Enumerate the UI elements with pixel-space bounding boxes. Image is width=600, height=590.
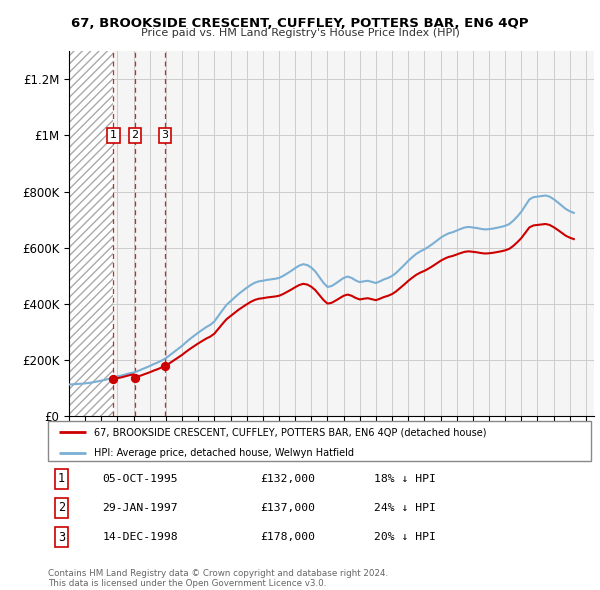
Text: 3: 3 bbox=[161, 130, 169, 140]
Text: 24% ↓ HPI: 24% ↓ HPI bbox=[374, 503, 436, 513]
FancyBboxPatch shape bbox=[48, 421, 591, 461]
Text: 67, BROOKSIDE CRESCENT, CUFFLEY, POTTERS BAR, EN6 4QP: 67, BROOKSIDE CRESCENT, CUFFLEY, POTTERS… bbox=[71, 17, 529, 30]
Text: 2: 2 bbox=[131, 130, 139, 140]
Text: 14-DEC-1998: 14-DEC-1998 bbox=[103, 532, 178, 542]
Text: 29-JAN-1997: 29-JAN-1997 bbox=[103, 503, 178, 513]
Text: HPI: Average price, detached house, Welwyn Hatfield: HPI: Average price, detached house, Welw… bbox=[94, 448, 354, 458]
Text: 1: 1 bbox=[58, 473, 65, 486]
Bar bbox=[69, 51, 113, 416]
Text: 18% ↓ HPI: 18% ↓ HPI bbox=[374, 474, 436, 484]
Text: £132,000: £132,000 bbox=[260, 474, 315, 484]
Text: Contains HM Land Registry data © Crown copyright and database right 2024.
This d: Contains HM Land Registry data © Crown c… bbox=[48, 569, 388, 588]
Point bbox=[160, 361, 170, 371]
Text: Price paid vs. HM Land Registry's House Price Index (HPI): Price paid vs. HM Land Registry's House … bbox=[140, 28, 460, 38]
Text: 20% ↓ HPI: 20% ↓ HPI bbox=[374, 532, 436, 542]
Text: £178,000: £178,000 bbox=[260, 532, 315, 542]
Point bbox=[109, 374, 118, 384]
Text: 67, BROOKSIDE CRESCENT, CUFFLEY, POTTERS BAR, EN6 4QP (detached house): 67, BROOKSIDE CRESCENT, CUFFLEY, POTTERS… bbox=[94, 428, 487, 438]
Text: £137,000: £137,000 bbox=[260, 503, 315, 513]
Text: 1: 1 bbox=[110, 130, 117, 140]
Text: 3: 3 bbox=[58, 530, 65, 543]
Text: 2: 2 bbox=[58, 502, 65, 514]
Text: 05-OCT-1995: 05-OCT-1995 bbox=[103, 474, 178, 484]
Point bbox=[130, 373, 140, 382]
